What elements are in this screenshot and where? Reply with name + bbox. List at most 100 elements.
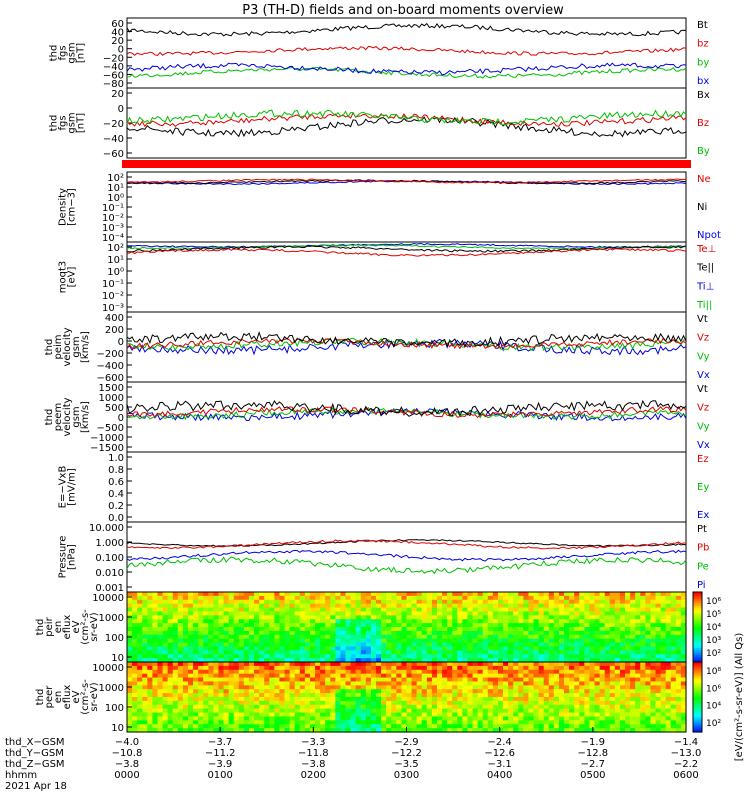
spectrogram-cell [274, 685, 281, 690]
spectrogram-cell [574, 638, 580, 644]
spectrogram-cell [304, 654, 311, 659]
spectrogram-cell [619, 634, 626, 640]
spectrogram-cell [492, 716, 499, 721]
spectrogram-cell [325, 673, 331, 679]
spectrogram-cell [340, 592, 347, 597]
spectrogram-cell [457, 677, 463, 683]
spectrogram-cell [320, 619, 326, 624]
spectrogram-cell [284, 607, 291, 613]
y-tick-label: 0.100 [95, 553, 124, 564]
legend-label: Pe [697, 561, 709, 572]
spectrogram-cell [630, 599, 636, 605]
spectrogram-cell [335, 728, 342, 733]
spectrogram-cell [528, 689, 535, 694]
spectrogram-cell [193, 654, 199, 659]
spectrogram-cell [447, 627, 453, 632]
spectrogram-cell [558, 697, 565, 702]
spectrogram-cell [436, 662, 443, 667]
spectrogram-cell [208, 685, 214, 690]
spectrogram-cell [477, 708, 484, 714]
spectrogram-cell [584, 724, 591, 729]
spectrogram-cell [533, 677, 540, 683]
legend-label: Te|| [696, 263, 714, 274]
spectrogram-cell [650, 704, 657, 710]
spectrogram-cell [579, 685, 585, 690]
spectrogram-cell [284, 615, 291, 620]
spectrogram-cell [376, 700, 382, 706]
spectrogram-cell [218, 599, 225, 605]
spectrogram-cell [182, 646, 189, 651]
spectrogram-cell [614, 677, 621, 683]
spectrogram-cell [640, 693, 646, 698]
spectrogram-cell [248, 720, 255, 725]
spectrogram-cell [299, 673, 306, 679]
spectrogram-cell [604, 599, 611, 605]
spectrogram-cell [182, 642, 189, 648]
spectrogram-cell [330, 716, 336, 721]
spectrogram-cell [208, 681, 214, 686]
spectrogram-cell [426, 615, 433, 620]
spectrogram-cell [142, 681, 148, 686]
spectrogram-cell [335, 669, 342, 675]
spectrogram-cell [320, 720, 326, 725]
spectrogram-cell [289, 623, 296, 628]
spectrogram-cell [167, 712, 174, 718]
spectrogram-cell [513, 673, 519, 679]
spectrogram-cell [157, 712, 164, 718]
spectrogram-cell [345, 603, 352, 609]
spectrogram-cell [381, 630, 387, 636]
spectrogram-cell [487, 685, 494, 690]
spectrogram-cell [299, 665, 306, 671]
spectrogram-cell [553, 673, 560, 679]
spectrogram-cell [640, 619, 646, 624]
spectrogram-cell [147, 716, 154, 721]
spectrogram-cell [274, 689, 281, 694]
spectrogram-cell [370, 689, 377, 694]
spectrogram-cell [315, 592, 321, 597]
spectrogram-cell [467, 642, 474, 648]
spectrogram-cell [248, 595, 255, 601]
spectrogram-cell [589, 673, 596, 679]
spectrogram-cell [228, 658, 235, 663]
spectrogram-cell [335, 611, 342, 616]
spectrogram-cell [447, 592, 453, 597]
spectrogram-cell [203, 716, 209, 721]
spectrogram-cell [396, 697, 403, 702]
spectrogram-cell [426, 708, 433, 714]
spectrogram-cell [675, 685, 682, 690]
spectrogram-cell [208, 700, 214, 706]
spectrogram-cell [157, 627, 164, 632]
spectrogram-cell [396, 669, 403, 675]
spectrogram-cell [436, 665, 443, 671]
spectrogram-cell [391, 627, 397, 632]
spectrogram-cell [472, 697, 479, 702]
spectrogram-cell [589, 669, 596, 675]
spectrogram-cell [299, 611, 306, 616]
y-tick-label: 0 [118, 45, 124, 56]
spectrogram-cell [660, 673, 667, 679]
spectrogram-cell [315, 599, 321, 605]
spectrogram-cell [589, 634, 596, 640]
spectrogram-cell [315, 728, 321, 733]
spectrogram-cell [243, 673, 250, 679]
spectrogram-cell [528, 704, 535, 710]
spectrogram-cell [376, 619, 382, 624]
spectrogram-cell [396, 599, 403, 605]
spectrogram-cell [660, 662, 667, 667]
spectrogram-cell [152, 704, 159, 710]
spectrogram-cell [223, 665, 230, 671]
spectrogram-cell [203, 669, 209, 675]
spectrogram-cell [127, 689, 133, 694]
spectrogram-cell [503, 650, 509, 655]
spectrogram-cell [518, 712, 524, 718]
spectrogram-cell [386, 662, 392, 667]
spectrogram-cell [320, 623, 326, 628]
spectrogram-cell [655, 697, 662, 702]
spectrogram-cell [284, 642, 291, 648]
spectrogram-cell [630, 708, 636, 714]
spectrogram-cell [497, 658, 504, 663]
spectrogram-cell [655, 634, 662, 640]
spectrogram-cell [538, 697, 545, 702]
spectrogram-cell [187, 724, 194, 729]
spectrogram-cell [401, 611, 408, 616]
